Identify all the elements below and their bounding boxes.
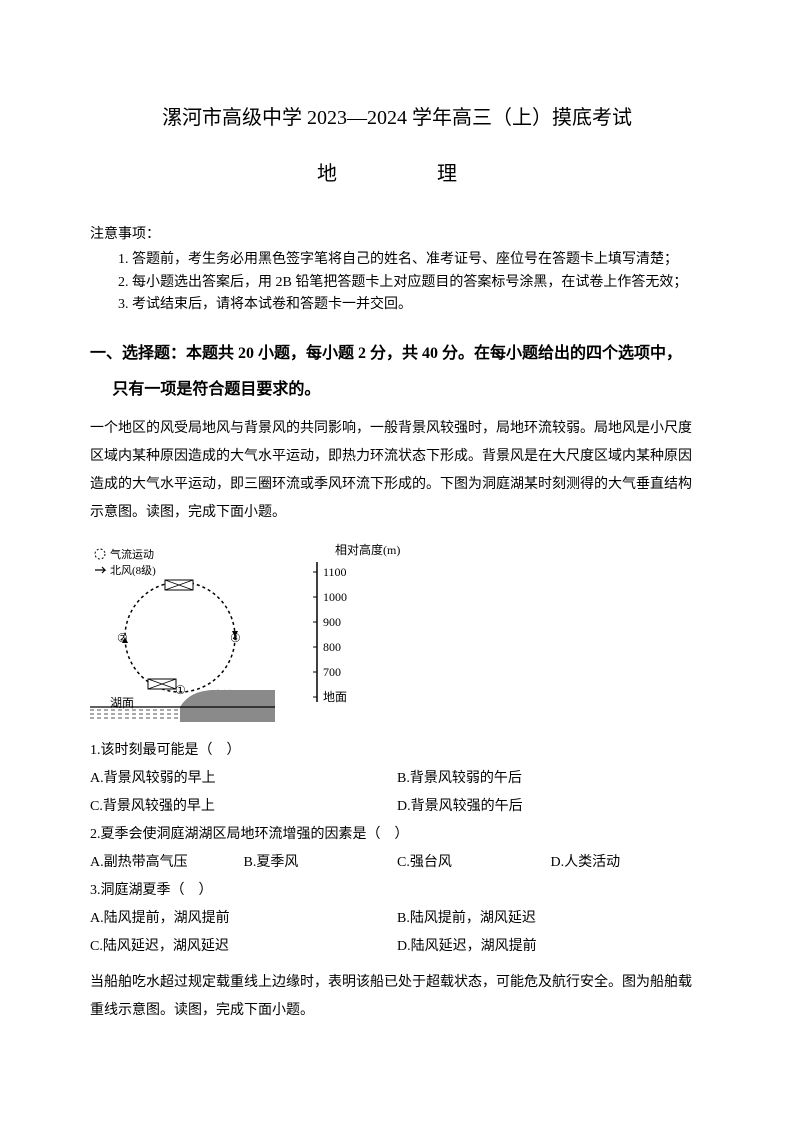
- svg-text:北风(8级): 北风(8级): [110, 564, 156, 577]
- svg-text:湖面: 湖面: [110, 695, 134, 710]
- q3-stem: 3.洞庭湖夏季（ ）: [90, 877, 704, 905]
- circulation-diagram: 气流运动 北风(8级) ③ ② ④ ① 湖面 陆地: [90, 542, 275, 722]
- q3-opt-c: C.陆风延迟，湖风延迟: [90, 933, 397, 961]
- svg-text:1100: 1100: [323, 565, 347, 579]
- altitude-axis: 相对高度(m) 1100 1000 900 800 700 地面: [305, 542, 415, 712]
- notice-item-1: 1. 答题前，考生务必用黑色签字笔将自己的姓名、准考证号、座位号在答题卡上填写清…: [90, 249, 704, 271]
- svg-text:700: 700: [323, 665, 341, 679]
- q2-opt-d: D.人类活动: [551, 849, 705, 877]
- svg-text:④: ④: [230, 631, 241, 645]
- svg-text:相对高度(m): 相对高度(m): [335, 542, 400, 557]
- section-heading-line2: 只有一项是符合题目要求的。: [90, 372, 704, 407]
- q2-opt-c: C.强台风: [397, 849, 551, 877]
- svg-text:地面: 地面: [323, 690, 347, 704]
- passage-2: 当船舶吃水超过规定载重线上边缘时，表明该船已处于超载状态，可能危及航行安全。图为…: [90, 969, 704, 1025]
- svg-text:800: 800: [323, 640, 341, 654]
- q1-opt-c: C.背景风较强的早上: [90, 793, 397, 821]
- svg-text:1000: 1000: [323, 590, 347, 604]
- svg-text:气流运动: 气流运动: [110, 547, 154, 561]
- section-heading-line1: 一、选择题：本题共 20 小题，每小题 2 分，共 40 分。在每小题给出的四个…: [90, 336, 704, 371]
- notice-item-2: 2. 每小题选出答案后，用 2B 铅笔把答题卡上对应题目的答案标号涂黑，在试卷上…: [90, 272, 704, 294]
- q3-opts-row1: A.陆风提前，湖风提前 B.陆风提前，湖风延迟: [90, 905, 704, 933]
- q3-opt-a: A.陆风提前，湖风提前: [90, 905, 397, 933]
- q2-opt-b: B.夏季风: [244, 849, 398, 877]
- exam-title: 漯河市高级中学 2023—2024 学年高三（上）摸底考试: [90, 100, 704, 136]
- q1-opt-a: A.背景风较弱的早上: [90, 765, 397, 793]
- svg-text:①: ①: [175, 683, 186, 697]
- notice-label: 注意事项：: [90, 222, 704, 247]
- notice-item-3: 3. 考试结束后，请将本试卷和答题卡一并交回。: [90, 294, 704, 316]
- q3-opts-row2: C.陆风延迟，湖风延迟 D.陆风延迟，湖风提前: [90, 933, 704, 961]
- q1-opt-b: B.背景风较弱的午后: [397, 765, 704, 793]
- q2-opt-a: A.副热带高气压: [90, 849, 244, 877]
- q1-opts-row1: A.背景风较弱的早上 B.背景风较弱的午后: [90, 765, 704, 793]
- q1-opt-d: D.背景风较强的午后: [397, 793, 704, 821]
- q2-opts: A.副热带高气压 B.夏季风 C.强台风 D.人类活动: [90, 849, 704, 877]
- exam-subject: 地 理: [90, 156, 704, 192]
- q3-opt-b: B.陆风提前，湖风延迟: [397, 905, 704, 933]
- section-heading: 一、选择题：本题共 20 小题，每小题 2 分，共 40 分。在每小题给出的四个…: [90, 336, 704, 406]
- q3-opt-d: D.陆风延迟，湖风提前: [397, 933, 704, 961]
- q2-stem: 2.夏季会使洞庭湖湖区局地环流增强的因素是（ ）: [90, 821, 704, 849]
- q1-stem: 1.该时刻最可能是（ ）: [90, 737, 704, 765]
- q1-opts-row2: C.背景风较强的早上 D.背景风较强的午后: [90, 793, 704, 821]
- passage-1: 一个地区的风受局地风与背景风的共同影响，一般背景风较强时，局地环流较弱。局地风是…: [90, 415, 704, 527]
- svg-text:②: ②: [117, 631, 128, 645]
- diagram-region: 气流运动 北风(8级) ③ ② ④ ① 湖面 陆地 相对高度(m): [90, 542, 704, 722]
- svg-text:900: 900: [323, 615, 341, 629]
